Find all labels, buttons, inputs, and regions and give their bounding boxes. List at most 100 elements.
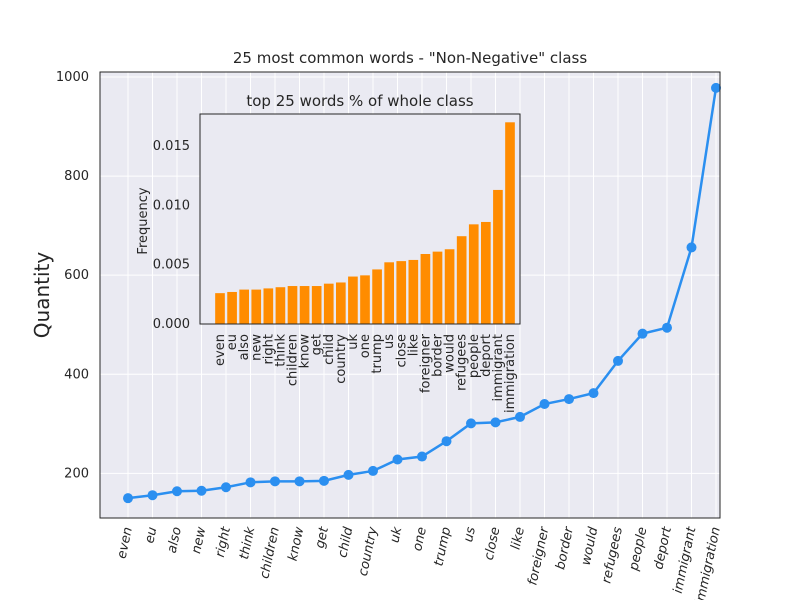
inset-bar-like xyxy=(408,259,419,324)
inset-x-tick-label-like: like xyxy=(406,334,421,356)
inset-x-tick-label-right: right xyxy=(261,334,276,365)
main-axes-frame xyxy=(99,71,721,519)
main-y-axis-label: Quantity xyxy=(30,252,54,339)
main-point-right xyxy=(221,482,231,493)
inset-x-tick-label-get: get xyxy=(310,334,325,355)
inset-bar-people xyxy=(468,224,479,324)
inset-plot-area xyxy=(199,113,521,325)
main-x-tick-label-trump: trump xyxy=(432,526,455,568)
main-x-tick-label-close: close xyxy=(482,526,504,562)
main-point-people xyxy=(637,328,648,339)
main-point-even xyxy=(123,493,133,504)
main-point-foreigner xyxy=(539,399,550,410)
inset-bar-close xyxy=(396,261,407,324)
inset-bars xyxy=(215,122,515,324)
main-series xyxy=(123,82,721,504)
inset-x-tick-label-think: think xyxy=(273,334,288,367)
inset-bar-children xyxy=(287,286,298,324)
main-point-close xyxy=(490,417,501,428)
inset-x-tick-label-people: people xyxy=(467,334,482,378)
inset-x-tick-label-children: children xyxy=(286,334,301,386)
main-point-border xyxy=(564,394,574,405)
main-point-would xyxy=(588,388,599,399)
inset-bar-refugees xyxy=(456,236,467,324)
main-point-one xyxy=(417,451,427,462)
inset-x-tick-label-uk: uk xyxy=(346,334,361,350)
inset-x-tick-label-know: know xyxy=(298,334,313,369)
inset-bar-right xyxy=(263,288,274,324)
inset-x-tick-label-trump: trump xyxy=(370,334,385,374)
inset-bar-immigration xyxy=(505,122,515,324)
inset-x-tick-label-child: child xyxy=(322,334,337,365)
inset-x-tick-label-new: new xyxy=(249,334,264,361)
main-y-tick-label: 400 xyxy=(64,367,89,382)
inset-x-tick-label-country: country xyxy=(334,334,349,384)
main-point-immigration xyxy=(711,82,721,93)
inset-x-tick-label-deport: deport xyxy=(479,334,494,377)
main-x-tick-label-immigrant: immigrant xyxy=(671,525,700,595)
inset-axes-frame xyxy=(199,113,521,325)
main-title: 25 most common words - "Non-Negative" cl… xyxy=(233,49,587,67)
main-x-tick-label-eu: eu xyxy=(142,526,160,545)
main-point-think xyxy=(245,477,256,488)
main-point-country xyxy=(368,465,378,476)
inset-x-tick-label-close: close xyxy=(394,334,409,367)
inset-bar-new xyxy=(251,289,262,324)
inset-x-tick-label-eu: eu xyxy=(225,334,240,350)
inset-x-tick-label-immigration: immigration xyxy=(503,334,518,413)
inset-bar-get xyxy=(311,286,322,324)
inset-bar-think xyxy=(275,287,286,324)
inset-x-tick-label-also: also xyxy=(237,334,252,360)
main-x-tick-label-right: right xyxy=(213,525,234,559)
main-point-children xyxy=(270,476,280,487)
main-point-us xyxy=(466,418,476,429)
main-x-tick-label-get: get xyxy=(313,525,332,550)
inset-x-ticks: eveneualsonewrightthinkchildrenknowgetch… xyxy=(213,333,518,413)
inset-bar-immigrant xyxy=(493,189,503,324)
main-point-new xyxy=(196,485,207,496)
inset-x-tick-label-even: even xyxy=(213,334,228,366)
main-x-tick-label-new: new xyxy=(189,525,209,555)
inset-y-tick-label: 0.015 xyxy=(153,139,190,154)
main-point-immigrant xyxy=(686,242,697,253)
main-point-like xyxy=(515,411,525,422)
main-x-tick-label-children: children xyxy=(257,526,283,580)
main-point-get xyxy=(319,475,329,486)
inset-x-tick-label-refugees: refugees xyxy=(455,334,470,391)
main-point-also xyxy=(172,486,182,497)
main-y-tick-label: 600 xyxy=(64,268,89,283)
main-x-tick-label-know: know xyxy=(286,525,308,562)
main-x-tick-label-country: country xyxy=(356,525,381,577)
main-x-tick-label-people: people xyxy=(626,526,650,573)
main-point-refugees xyxy=(613,355,623,366)
main-x-tick-label-uk: uk xyxy=(387,525,405,544)
inset-title: top 25 words % of whole class xyxy=(246,92,473,110)
inset-y-tick-label: 0.010 xyxy=(153,198,190,213)
main-point-trump xyxy=(441,436,452,447)
inset-y-ticks: 0.000 0.005 0.010 0.015 xyxy=(153,139,190,332)
main-x-tick-label-like: like xyxy=(509,526,528,551)
main-x-tick-label-border: border xyxy=(553,524,577,571)
inset-x-tick-label-one: one xyxy=(358,334,373,358)
inset-y-tick-label: 0.000 xyxy=(153,317,190,332)
inset-bar-would xyxy=(444,249,455,324)
inset-bar-border xyxy=(432,251,443,324)
inset-y-tick-label: 0.005 xyxy=(153,258,190,273)
main-x-tick-label-think: think xyxy=(237,525,259,561)
main-y-tick-label: 200 xyxy=(64,466,89,481)
main-x-tick-label-also: also xyxy=(165,526,185,555)
main-x-tick-label-would: would xyxy=(579,525,602,567)
main-point-child xyxy=(343,469,354,480)
inset-x-tick-label-us: us xyxy=(382,334,397,349)
main-y-tick-label: 800 xyxy=(64,169,89,184)
inset-bar-country xyxy=(336,282,346,324)
main-point-deport xyxy=(662,322,672,333)
main-x-tick-label-refugees: refugees xyxy=(599,525,626,584)
inset-bar-also xyxy=(239,289,249,324)
inset-bar-deport xyxy=(481,221,491,324)
inset-bar-know xyxy=(299,286,310,324)
inset-bar-trump xyxy=(372,269,382,324)
